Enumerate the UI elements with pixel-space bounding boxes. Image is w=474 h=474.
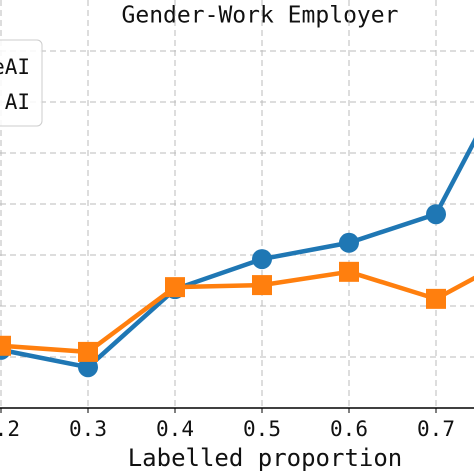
series-line	[0, 137, 474, 370]
legend-label: eAI	[0, 55, 30, 79]
marker	[339, 232, 359, 253]
x-tick-label: 0.4	[156, 417, 194, 441]
legend: eAI AI	[0, 39, 43, 127]
x-tick-label: 0.3	[69, 417, 107, 441]
legend-box	[0, 39, 43, 127]
marker	[426, 204, 446, 225]
marker	[165, 277, 185, 298]
x-tick-label: 0.6	[330, 417, 368, 441]
marker	[252, 275, 272, 296]
marker	[78, 357, 98, 378]
x-tick-label: 0.2	[0, 417, 20, 441]
chart-title: Gender-Work Employer	[122, 3, 399, 29]
marker	[0, 335, 11, 356]
x-tick-label: 0.7	[417, 417, 455, 441]
marker	[252, 249, 272, 270]
marker	[426, 288, 446, 309]
marker	[339, 261, 359, 282]
x-tick-label: 0.5	[243, 417, 281, 441]
marker	[78, 341, 98, 362]
x-axis-label: Labelled proportion	[128, 444, 403, 472]
legend-label: AI	[5, 90, 30, 114]
